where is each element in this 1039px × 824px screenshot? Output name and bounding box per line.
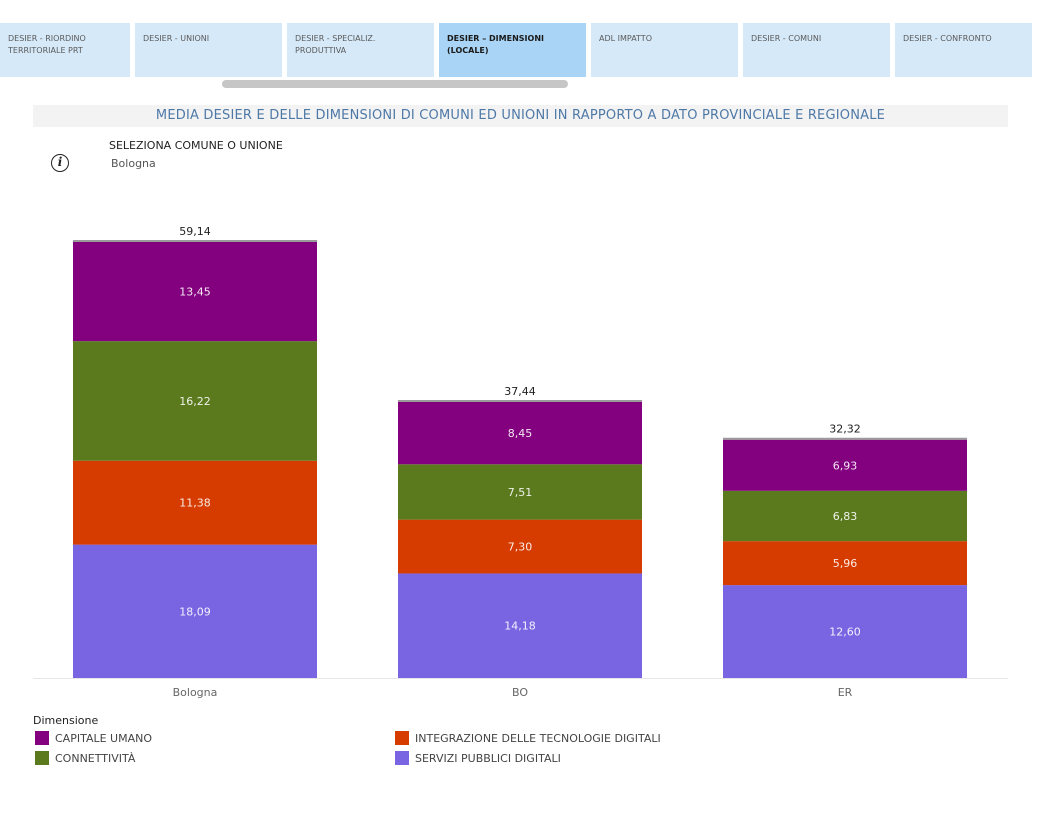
bar-segment[interactable] [398, 464, 642, 520]
tab-confronto[interactable]: DESIER - CONFRONTO [895, 23, 1032, 77]
tab-dimensioni-locale[interactable]: DESIER – DIMENSIONI (LOCALE) [439, 23, 586, 77]
tab-specializ-produttiva[interactable]: DESIER - SPECIALIZ. PRODUTTIVA [287, 23, 434, 77]
tab-label: DESIER - CONFRONTO [903, 34, 992, 43]
x-tick-label: BO [512, 686, 528, 699]
tab-label: DESIER - COMUNI [751, 34, 822, 43]
data-label: 16,22 [179, 395, 211, 408]
legend-label: SERVIZI PUBBLICI DIGITALI [415, 752, 561, 765]
data-label: 6,93 [833, 459, 858, 472]
tab-label: TERRITORIALE PRT [8, 46, 83, 55]
bar-segment[interactable] [723, 490, 967, 542]
total-label: 37,44 [504, 385, 536, 398]
data-label: 14,18 [504, 620, 536, 633]
legend-item-capitale-umano[interactable]: CAPITALE UMANO [35, 731, 152, 745]
legend-swatch [395, 731, 409, 745]
tab-label: DESIER - SPECIALIZ. [295, 34, 376, 43]
tabs-scrollbar[interactable] [222, 80, 568, 88]
bar-segment[interactable] [73, 460, 317, 545]
data-label: 8,45 [508, 427, 533, 440]
bar-segment[interactable] [398, 519, 642, 574]
tab-label: ADL IMPATTO [599, 34, 652, 43]
legend-item-servizi-pubblici[interactable]: SERVIZI PUBBLICI DIGITALI [395, 751, 561, 765]
legend-label: CONNETTIVITÀ [55, 752, 136, 765]
stacked-bar-chart: 18,09 11,38 16,22 13,45 59,14 Bologna 14,18 7,3… [33, 225, 1008, 699]
tab-adl-impatto[interactable]: ADL IMPATTO [591, 23, 738, 77]
tab-label: DESIER - UNIONI [143, 34, 210, 43]
info-icon[interactable]: i [51, 154, 69, 172]
bar-segment[interactable] [73, 341, 317, 461]
data-label: 7,30 [508, 541, 533, 554]
bar-segment[interactable] [398, 401, 642, 465]
filter-select[interactable]: Bologna [111, 157, 156, 170]
total-label: 32,32 [829, 423, 861, 436]
tab-label: (LOCALE) [447, 46, 489, 55]
data-label: 13,45 [179, 286, 211, 299]
data-label: 5,96 [833, 557, 858, 570]
bar-segment[interactable] [723, 585, 967, 678]
legend-title: Dimensione [33, 714, 99, 727]
dashboard-tabs: DESIER - RIORDINO TERRITORIALE PRT DESIE… [0, 23, 1032, 77]
legend-swatch [35, 731, 49, 745]
data-label: 11,38 [179, 497, 211, 510]
legend-label: CAPITALE UMANO [55, 732, 153, 745]
bar-segment[interactable] [73, 242, 317, 342]
data-label: 12,60 [829, 626, 861, 639]
data-label: 6,83 [833, 510, 858, 523]
tab-riordino-territoriale[interactable]: DESIER - RIORDINO TERRITORIALE PRT [0, 23, 130, 77]
filter-label: SELEZIONA COMUNE O UNIONE [109, 139, 283, 152]
tab-unioni[interactable]: DESIER - UNIONI [135, 23, 282, 77]
legend-item-connettivita[interactable]: CONNETTIVITÀ [35, 751, 135, 765]
bar-segment[interactable] [73, 544, 317, 678]
tab-label: PRODUTTIVA [295, 46, 347, 55]
x-tick-label: ER [838, 686, 853, 699]
total-label: 59,14 [179, 225, 211, 238]
page-title: MEDIA DESIER E DELLE DIMENSIONI DI COMUN… [33, 105, 1008, 127]
tab-label: DESIER – DIMENSIONI [447, 34, 544, 43]
data-label: 7,51 [508, 486, 533, 499]
legend-swatch [35, 751, 49, 765]
legend-label: INTEGRAZIONE DELLE TECNOLOGIE DIGITALI [415, 732, 661, 745]
bar-segment[interactable] [723, 541, 967, 586]
tab-label: DESIER - RIORDINO [8, 34, 86, 43]
legend-item-integrazione-tecnologie[interactable]: INTEGRAZIONE DELLE TECNOLOGIE DIGITALI [395, 731, 661, 745]
data-label: 18,09 [179, 605, 211, 618]
bar-segment[interactable] [723, 439, 967, 491]
legend-swatch [395, 751, 409, 765]
tab-comuni[interactable]: DESIER - COMUNI [743, 23, 890, 77]
x-tick-label: Bologna [173, 686, 218, 699]
bar-segment[interactable] [398, 573, 642, 678]
